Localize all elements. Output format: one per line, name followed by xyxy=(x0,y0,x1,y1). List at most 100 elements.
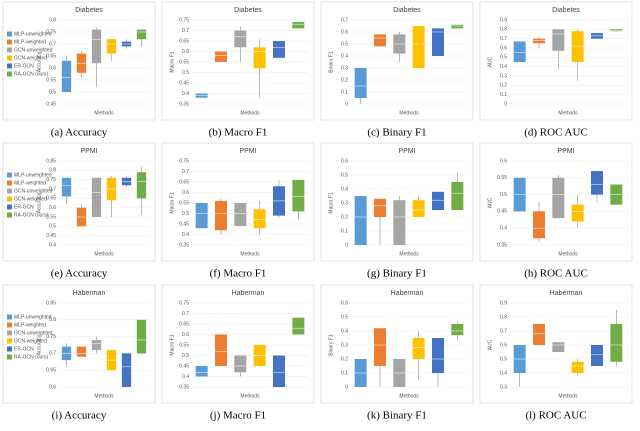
box xyxy=(412,26,425,68)
y-tick-label: 0.3 xyxy=(341,342,348,348)
box xyxy=(121,353,132,387)
y-tick-label: 0.75 xyxy=(179,17,189,23)
legend-swatch xyxy=(7,71,12,77)
legend-swatch xyxy=(7,354,12,360)
y-tick-label: 0.5 xyxy=(341,172,348,178)
legend-swatch xyxy=(7,172,12,178)
box xyxy=(354,196,367,245)
y-tick-label: 0.4 xyxy=(341,53,348,59)
caption: (d) ROC AUC xyxy=(524,127,588,139)
y-axis-label: AUC xyxy=(487,197,493,208)
y-tick-label: 0.3 xyxy=(341,200,348,206)
legend-label: MLP-unweighted xyxy=(14,172,52,178)
x-axis-label: Methods xyxy=(240,110,260,116)
caption: (h) ROC AUC xyxy=(524,268,588,280)
y-tick-label: 0.2 xyxy=(341,356,348,362)
box xyxy=(533,211,545,239)
y-tick-label: 0.55 xyxy=(179,342,189,348)
legend-label: GCN-weighted xyxy=(14,55,47,61)
y-tick-label: 0.55 xyxy=(46,214,56,220)
x-axis-label: Methods xyxy=(94,251,114,257)
x-axis-label: Methods xyxy=(558,110,578,116)
panel-frame xyxy=(161,284,315,404)
y-tick-label: 0.5 xyxy=(182,70,189,76)
box xyxy=(412,338,425,359)
caption: (f) Macro F1 xyxy=(210,268,267,280)
y-tick-label: 0.85 xyxy=(46,300,56,306)
box xyxy=(61,60,72,92)
box xyxy=(533,324,545,345)
y-tick-label: 0.45 xyxy=(179,80,189,86)
y-tick-label: 0.55 xyxy=(497,175,507,181)
y-tick-label: 0.2 xyxy=(341,214,348,220)
legend-label: ER-GCN xyxy=(14,204,34,210)
box xyxy=(292,179,305,212)
y-tick-label: 0.5 xyxy=(341,314,348,320)
box xyxy=(215,51,227,62)
panel-title: PPMI xyxy=(239,148,256,155)
y-axis-label: Accuracy xyxy=(36,192,42,213)
legend-swatch xyxy=(7,330,12,336)
y-tick-label: 0.4 xyxy=(182,374,189,380)
y-tick-label: 0.6 xyxy=(49,205,56,211)
y-tick-label: 0.7 xyxy=(182,28,189,34)
x-axis-label: Methods xyxy=(240,251,260,257)
box xyxy=(106,39,117,54)
box xyxy=(591,171,603,195)
box xyxy=(253,47,266,69)
panel-title: Diabetes xyxy=(393,7,421,14)
y-tick-label: 0.6 xyxy=(182,190,189,196)
box xyxy=(374,328,386,366)
box xyxy=(571,31,584,62)
box xyxy=(61,177,72,197)
caption: (l) ROC AUC xyxy=(525,410,586,422)
y-tick-label: 0.4 xyxy=(341,328,348,334)
panel-frame xyxy=(320,1,474,121)
y-axis-label: Accuracy xyxy=(36,51,42,72)
y-tick-label: 0.35 xyxy=(179,384,189,390)
box xyxy=(432,338,444,373)
y-axis-label: Binary F1 xyxy=(328,51,334,73)
caption: (b) Macro F1 xyxy=(209,127,268,139)
panel-title: PPMI xyxy=(398,148,415,155)
y-tick-label: 0.45 xyxy=(497,209,507,215)
panel-frame xyxy=(479,1,633,121)
y-tick-label: 0.2 xyxy=(500,83,507,89)
box xyxy=(234,203,247,227)
legend-swatch xyxy=(7,31,12,37)
legend-label: ER-GCN xyxy=(14,346,34,352)
legend-label: GCN-weighted xyxy=(14,196,47,202)
y-tick-label: 0.5 xyxy=(182,211,189,217)
x-axis-label: Methods xyxy=(558,251,578,257)
y-tick-label: 0 xyxy=(345,242,348,248)
x-axis-label: Methods xyxy=(399,393,419,399)
y-axis-label: Macro F1 xyxy=(169,192,175,213)
legend-label: MLP-weighted xyxy=(14,322,46,328)
box xyxy=(292,22,305,29)
y-axis-label: Macro F1 xyxy=(328,192,334,213)
y-tick-label: 0.75 xyxy=(46,29,56,35)
y-tick-label: 0.5 xyxy=(49,89,56,95)
legend-swatch xyxy=(7,180,12,186)
box xyxy=(234,355,247,373)
y-tick-label: 0.65 xyxy=(179,321,189,327)
x-axis-label: Methods xyxy=(558,393,578,399)
y-tick-label: 0.6 xyxy=(182,332,189,338)
box xyxy=(292,317,305,335)
box xyxy=(215,200,227,231)
legend-label: ER-GCN xyxy=(14,63,34,69)
y-tick-label: 0.3 xyxy=(500,73,507,79)
box xyxy=(195,366,208,377)
panel-title: PPMI xyxy=(557,148,574,155)
y-tick-label: 0.8 xyxy=(49,317,56,323)
y-tick-label: 0.65 xyxy=(46,368,56,374)
panel-title: Haberman xyxy=(391,290,424,297)
legend-swatch xyxy=(7,39,12,45)
box xyxy=(571,361,584,373)
y-tick-label: 0.85 xyxy=(46,158,56,164)
caption: (j) Macro F1 xyxy=(210,410,266,422)
y-tick-label: 0.4 xyxy=(500,370,507,376)
y-tick-label: 0.4 xyxy=(500,64,507,70)
legend-swatch xyxy=(7,346,12,352)
y-tick-label: 0.45 xyxy=(179,363,189,369)
